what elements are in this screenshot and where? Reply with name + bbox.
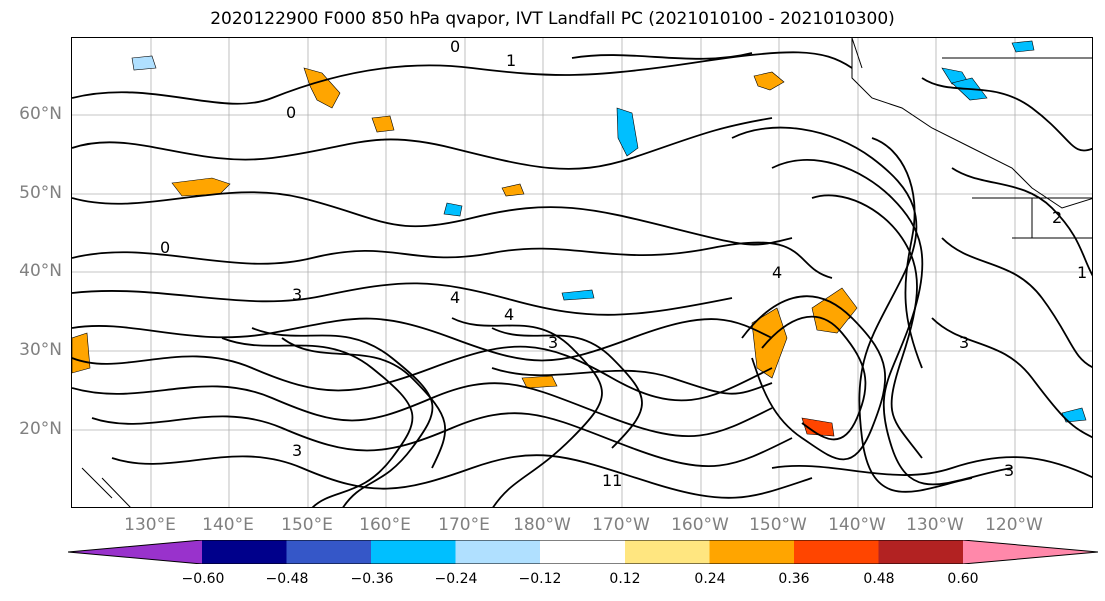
colorbar-segment (625, 540, 710, 564)
contour-label: 3 (292, 285, 302, 304)
colorbar-segment (963, 540, 1098, 564)
colorbar-segment (286, 540, 371, 564)
colorbar-tick: 0.48 (863, 571, 895, 587)
lon-label: 120°W (985, 515, 1043, 535)
contour-label: 3 (292, 441, 302, 460)
lon-label: 150°W (749, 515, 807, 535)
colorbar-segment (68, 540, 202, 564)
anomaly-patches (72, 40, 1087, 437)
map-title: 2020122900 F000 850 hPa qvapor, IVT Land… (210, 9, 895, 29)
lat-label: 40°N (19, 261, 62, 281)
colorbar-segment (202, 540, 287, 564)
lat-label: 20°N (19, 419, 62, 439)
gridlines (72, 38, 1092, 507)
colorbar-segment (878, 540, 963, 564)
contour-label: 11 (602, 471, 622, 490)
lat-label: 30°N (19, 340, 62, 360)
colorbar-tick: 0.12 (609, 571, 641, 587)
lat-label: 50°N (19, 183, 62, 203)
colorbar-tick: 0.24 (694, 571, 726, 587)
colorbar-tick: −0.48 (265, 571, 309, 587)
lon-label: 130°E (124, 515, 176, 535)
lon-label: 160°W (671, 515, 729, 535)
lat-label: 60°N (19, 104, 62, 124)
contour-label: 0 (286, 103, 296, 122)
lon-label: 150°E (281, 515, 333, 535)
lon-label: 140°E (202, 515, 254, 535)
lon-label: 170°W (592, 515, 650, 535)
contour-label: 4 (450, 288, 460, 307)
colorbar-tick: −0.36 (350, 571, 394, 587)
map-plot: 0 1 0 0 3 4 4 4 3 3 2 1 11 3 3 (72, 38, 1092, 507)
lon-label: 170°E (438, 515, 490, 535)
contour-lines (72, 51, 1092, 507)
contour-label: 3 (548, 333, 558, 352)
colorbar-segment (794, 540, 879, 564)
contour-label: 3 (1004, 461, 1014, 480)
colorbar-segment (371, 540, 456, 564)
contour-label: 0 (160, 238, 170, 257)
contour-label: 2 (1052, 208, 1062, 227)
contour-label: 4 (772, 263, 782, 282)
lon-label: 180°W (513, 515, 571, 535)
colorbar-tick: 0.60 (947, 571, 979, 587)
contour-label: 0 (450, 38, 460, 56)
coastlines (81, 38, 1092, 507)
map-panel: 0 1 0 0 3 4 4 4 3 3 2 1 11 3 3 (71, 37, 1093, 508)
contour-label: 4 (504, 305, 514, 324)
contour-label: 3 (959, 333, 969, 352)
colorbar-tick: −0.12 (518, 571, 562, 587)
colorbar-segment (455, 540, 540, 564)
colorbar-tick: 0.36 (778, 571, 810, 587)
colorbar (68, 540, 1098, 564)
lon-label: 140°W (828, 515, 886, 535)
contour-label: 1 (1077, 263, 1087, 282)
colorbar-segment (709, 540, 794, 564)
contour-labels: 0 1 0 0 3 4 4 4 3 3 2 1 11 3 3 (160, 38, 1087, 490)
colorbar-tick: −0.24 (434, 571, 478, 587)
colorbar-segment (540, 540, 625, 564)
contour-label: 1 (506, 51, 516, 70)
lon-label: 160°E (359, 515, 411, 535)
lon-label: 130°W (906, 515, 964, 535)
colorbar-tick: −0.60 (181, 571, 225, 587)
